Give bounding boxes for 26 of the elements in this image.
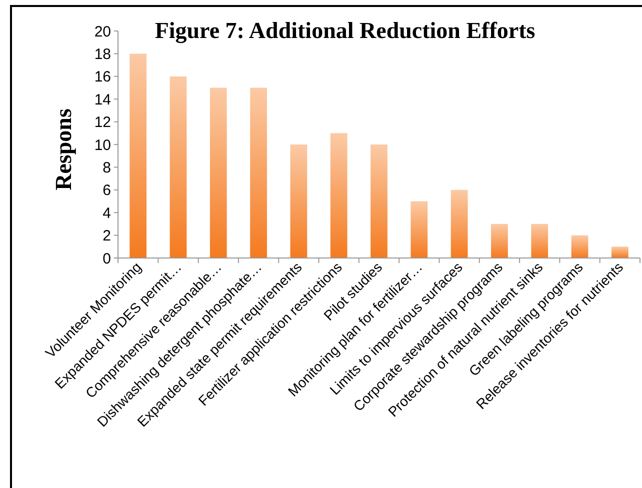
bar [170, 76, 187, 258]
y-tick-label: 12 [94, 114, 111, 132]
y-tick-label: 8 [102, 159, 111, 176]
bar [210, 88, 227, 258]
y-tick-label: 6 [102, 182, 111, 200]
bar [130, 54, 147, 258]
y-tick-label: 14 [94, 91, 111, 108]
bar [330, 133, 348, 258]
y-tick-label: 18 [94, 46, 111, 63]
chart-title: Figure 7: Additional Reduction Efforts [154, 18, 536, 44]
bar [531, 224, 548, 258]
bar [250, 88, 267, 258]
y-tick-label: 10 [94, 136, 111, 154]
y-axis-title: Respons [51, 108, 76, 190]
bar [491, 224, 508, 258]
bar [290, 144, 308, 258]
y-tick-label: 20 [94, 23, 111, 40]
bar [611, 246, 628, 258]
bar [450, 190, 468, 258]
y-tick-label: 0 [102, 250, 111, 268]
y-tick-label: 16 [94, 68, 111, 86]
bar [410, 201, 428, 258]
y-tick-label: 2 [102, 228, 111, 245]
bar [370, 144, 388, 258]
bar [571, 235, 588, 258]
y-tick-label: 4 [102, 204, 111, 222]
